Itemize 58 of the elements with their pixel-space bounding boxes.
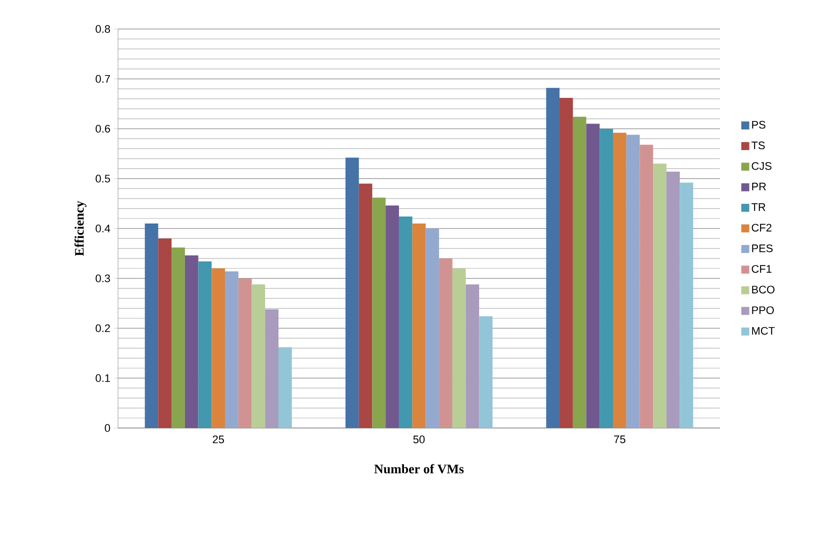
bar — [144, 224, 158, 428]
bar — [666, 172, 680, 428]
bar — [466, 284, 480, 428]
legend-label: TS — [752, 142, 765, 150]
x-tick-label: 50 — [413, 436, 425, 444]
bar — [439, 258, 452, 428]
bar — [386, 206, 399, 428]
legend-label: CJS — [752, 162, 772, 170]
legend-label: PES — [752, 244, 773, 252]
bar — [626, 134, 640, 428]
bar — [680, 182, 694, 428]
bar — [238, 278, 252, 428]
bar — [572, 116, 586, 428]
bar — [212, 268, 226, 428]
bar — [372, 198, 386, 428]
legend-label: CF1 — [752, 265, 772, 273]
bar — [184, 255, 198, 428]
legend-label: PR — [752, 182, 766, 190]
bar — [412, 224, 426, 428]
legend-label: BCO — [752, 286, 774, 294]
y-axis-title: Efficiency — [74, 200, 86, 256]
bar — [225, 271, 238, 428]
y-tick-label: 0 — [104, 424, 110, 432]
bar — [158, 238, 172, 428]
bar — [358, 184, 372, 428]
bar — [398, 216, 412, 428]
bar — [479, 316, 493, 428]
x-axis-title: Number of VMs — [374, 464, 464, 474]
x-tick-label: 25 — [212, 436, 224, 444]
bar — [546, 88, 560, 428]
bar — [653, 164, 666, 428]
bar — [452, 268, 466, 428]
y-tick-label: 0.3 — [96, 274, 110, 282]
legend-label: PPO — [752, 306, 774, 314]
legend-label: PS — [752, 120, 766, 129]
bar — [586, 124, 600, 428]
y-tick-label: 0.2 — [96, 324, 110, 332]
bar — [252, 284, 266, 428]
y-tick-label: 0.5 — [96, 174, 110, 182]
bar — [612, 132, 626, 428]
bar — [198, 261, 212, 428]
x-tick-label: 75 — [614, 436, 626, 444]
bar — [172, 247, 185, 428]
bar — [600, 128, 613, 428]
legend-label: TR — [752, 203, 766, 211]
y-tick-label: 0.1 — [96, 374, 110, 382]
bar — [265, 309, 278, 428]
bar — [278, 347, 292, 428]
bar — [640, 144, 654, 428]
y-tick-label: 0.6 — [96, 124, 110, 133]
bar — [560, 98, 573, 428]
y-tick-label: 0.4 — [96, 224, 110, 232]
legend-label: CF2 — [752, 224, 772, 232]
legend-label: MCT — [752, 326, 775, 335]
bar — [426, 228, 440, 428]
y-tick-label: 0.7 — [96, 75, 110, 83]
bar — [346, 158, 359, 428]
y-tick-label: 0.8 — [96, 25, 110, 33]
